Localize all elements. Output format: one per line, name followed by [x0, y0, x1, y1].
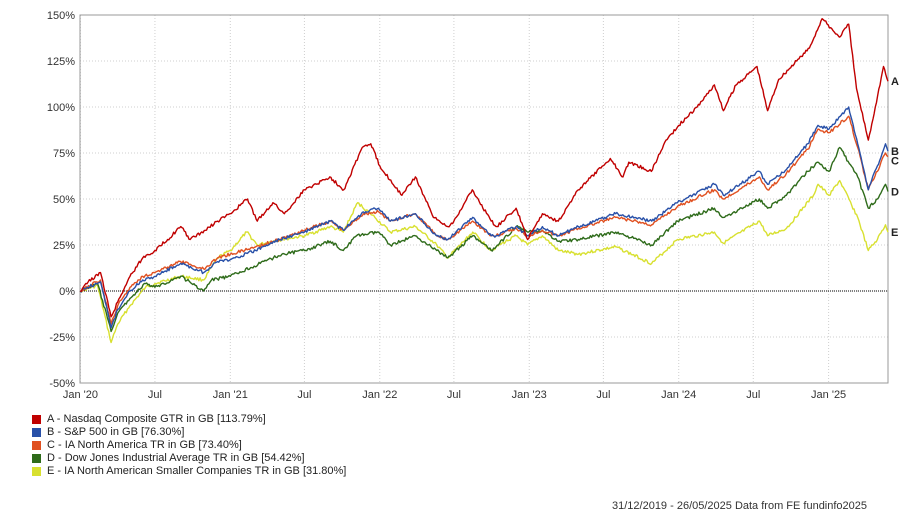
x-tick-label: Jul — [447, 389, 461, 401]
legend-item-b[interactable]: B - S&P 500 in GB [76.30%] — [32, 426, 346, 439]
x-tick-label: Jul — [596, 389, 610, 401]
axes: -50% -25% 0% 25% 50% 75% 100% 125% 150% Jan '20 Ju… — [47, 10, 889, 401]
legend-swatch-e — [32, 467, 41, 476]
footer-date-range: 31/12/2019 - 26/05/2025 Data from FE fun… — [612, 500, 868, 512]
legend: A - Nasdaq Composite GTR in GB [113.79%]… — [32, 413, 346, 478]
legend-label-c: C - IA North America TR in GB [73.40%] — [47, 439, 242, 451]
legend-swatch-c — [32, 441, 41, 450]
y-tick-label: 25% — [53, 240, 75, 252]
x-tick-label: Jul — [148, 389, 162, 401]
x-tick-label: Jan '25 — [811, 389, 846, 401]
legend-swatch-d — [32, 454, 41, 463]
legend-item-a[interactable]: A - Nasdaq Composite GTR in GB [113.79%] — [32, 413, 346, 426]
x-tick-label: Jan '21 — [213, 389, 248, 401]
y-tick-label: 125% — [47, 56, 75, 68]
legend-item-d[interactable]: D - Dow Jones Industrial Average TR in G… — [32, 452, 346, 465]
series-line-c — [79, 115, 889, 325]
series-end-label-d: D — [891, 187, 899, 199]
y-tick-label: 50% — [53, 194, 75, 206]
plot-border — [79, 14, 889, 384]
y-tick-label: -50% — [49, 378, 75, 390]
legend-swatch-b — [32, 428, 41, 437]
line-chart: -50% -25% 0% 25% 50% 75% 100% 125% 150% Jan '20 Ju… — [47, 10, 899, 401]
x-tick-label: Jan '20 — [63, 389, 98, 401]
series-end-label-b: B — [891, 146, 899, 158]
y-tick-label: 0% — [59, 286, 75, 298]
y-tick-label: -25% — [49, 332, 75, 344]
series-line-d — [79, 146, 889, 333]
legend-label-d: D - Dow Jones Industrial Average TR in G… — [47, 452, 305, 464]
y-tick-label: 150% — [47, 10, 75, 22]
x-tick-label: Jan '22 — [362, 389, 397, 401]
series-lines — [79, 18, 889, 344]
legend-item-e[interactable]: E - IA North American Smaller Companies … — [32, 465, 346, 478]
y-tick-label: 100% — [47, 102, 75, 114]
series-line-e — [79, 179, 889, 344]
x-tick-label: Jan '24 — [661, 389, 696, 401]
y-tick-label: 75% — [53, 148, 75, 160]
x-tick-label: Jul — [746, 389, 760, 401]
series-end-label-e: E — [891, 227, 898, 239]
legend-item-c[interactable]: C - IA North America TR in GB [73.40%] — [32, 439, 346, 452]
series-end-label-a: A — [891, 76, 899, 88]
series-end-labels: A BC D E — [891, 76, 899, 239]
series-line-a — [79, 18, 889, 318]
legend-swatch-a — [32, 415, 41, 424]
x-tick-label: Jan '23 — [512, 389, 547, 401]
legend-label-e: E - IA North American Smaller Companies … — [47, 465, 347, 477]
series-line-b — [79, 106, 889, 329]
series-end-label-c: C — [891, 156, 899, 168]
legend-label-a: A - Nasdaq Composite GTR in GB [113.79%] — [47, 413, 266, 425]
x-tick-label: Jul — [297, 389, 311, 401]
legend-label-b: B - S&P 500 in GB [76.30%] — [47, 426, 185, 438]
gridlines — [79, 14, 888, 384]
